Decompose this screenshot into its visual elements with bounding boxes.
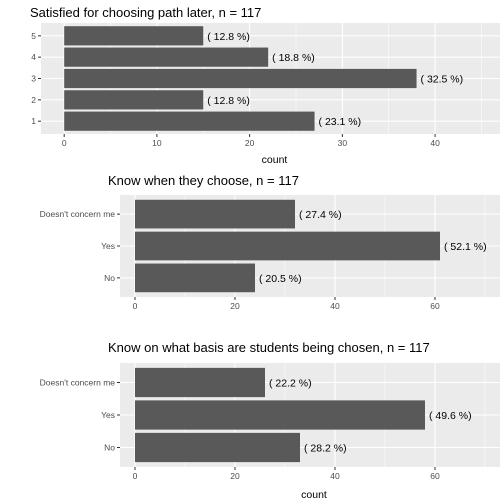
data-label: ( 32.5 %) [421, 74, 464, 86]
bar [135, 400, 425, 430]
x-tick-label: 20 [230, 471, 240, 481]
data-label: ( 12.8 %) [207, 31, 250, 43]
x-axis-label: count [301, 489, 327, 501]
x-tick-label: 0 [133, 301, 138, 311]
x-tick-label: 60 [430, 471, 440, 481]
chart-panel-1: 0 10 20 30 40 ( 12.8 %) 5 ( 18.8 %) 4 ( 32.5 %) 3 (… [30, 5, 500, 166]
x-tick-label: 0 [62, 138, 67, 148]
x-tick-label: 30 [338, 138, 348, 148]
x-tick-label: 10 [152, 138, 162, 148]
x-tick-label: 20 [230, 301, 240, 311]
chart-panel-2: 0 20 40 60 ( 27.4 %) Doesn't concern me ( 52.1… [40, 173, 500, 311]
bar [64, 47, 269, 67]
y-tick-label: No [104, 273, 115, 283]
bar [64, 111, 315, 131]
x-tick-label: 40 [330, 471, 340, 481]
y-tick-label: Yes [101, 410, 115, 420]
data-label: ( 52.1 %) [444, 241, 487, 253]
chart-title: Know when they choose, n = 117 [108, 173, 299, 188]
chart-title: Know on what basis are students being ch… [108, 340, 430, 355]
data-label: ( 49.6 %) [429, 410, 472, 422]
data-label: ( 28.2 %) [304, 443, 347, 455]
y-tick-label: Doesn't concern me [40, 378, 116, 388]
bar [135, 367, 265, 398]
x-axis-label: count [262, 154, 288, 166]
y-tick-label: Yes [101, 241, 115, 251]
bar [135, 231, 440, 261]
y-tick-label: 2 [31, 95, 36, 105]
bar [135, 432, 300, 463]
y-tick-label: 4 [31, 52, 36, 62]
x-tick-label: 40 [330, 301, 340, 311]
y-tick-label: No [104, 443, 115, 453]
bar [135, 199, 295, 229]
bar [135, 263, 255, 293]
data-label: ( 22.2 %) [269, 378, 312, 390]
x-tick-label: 60 [430, 301, 440, 311]
bar [64, 68, 417, 89]
data-label: ( 18.8 %) [272, 52, 315, 64]
y-tick-label: 5 [31, 31, 36, 41]
x-tick-label: 0 [133, 471, 138, 481]
bar [64, 90, 204, 110]
x-tick-label: 40 [430, 138, 440, 148]
y-tick-label: Doesn't concern me [40, 209, 116, 219]
chart-panel-3: 0 20 40 60 ( 22.2 %) Doesn't concern me ( 49.6… [40, 340, 500, 501]
y-tick-label: 3 [31, 74, 36, 84]
y-tick-label: 1 [31, 116, 36, 126]
data-label: ( 20.5 %) [259, 273, 302, 285]
x-tick-label: 20 [245, 138, 255, 148]
chart-title: Satisfied for choosing path later, n = 1… [30, 5, 261, 20]
bar [64, 26, 204, 46]
data-label: ( 27.4 %) [299, 209, 342, 221]
data-label: ( 12.8 %) [207, 95, 250, 107]
data-label: ( 23.1 %) [319, 116, 362, 128]
